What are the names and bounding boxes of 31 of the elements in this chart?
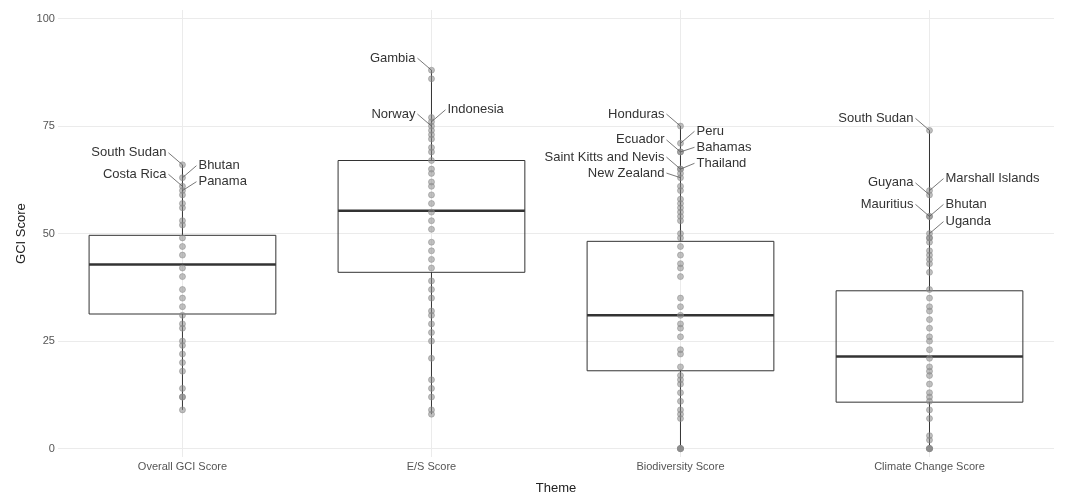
- annotation: Bahamas: [696, 138, 752, 154]
- x-tick-label: E/S Score: [406, 459, 457, 472]
- x-tick-label: Climate Change Score: [874, 459, 985, 472]
- y-tick-label: 0: [48, 441, 55, 454]
- y-tick-label: 50: [42, 226, 55, 239]
- annotation: New Zealand: [587, 164, 665, 180]
- annotation: Peru: [696, 122, 724, 138]
- y-axis-title: GCI Score: [13, 203, 29, 264]
- annotation: Panama: [198, 173, 248, 189]
- annotation: Gambia: [369, 49, 417, 65]
- annotation: Ecuador: [616, 131, 666, 147]
- annotation: Costa Rica: [102, 165, 168, 181]
- annotation: Uganda: [945, 213, 992, 229]
- annotation: Bhutan: [945, 195, 987, 211]
- annotation: Mauritius: [860, 195, 914, 211]
- annotation: Bhutan: [198, 157, 240, 173]
- y-tick-label: 75: [42, 119, 55, 132]
- annotation: Honduras: [608, 105, 665, 121]
- y-tick-label: 25: [42, 334, 55, 347]
- x-axis-title: Theme: [535, 479, 577, 495]
- x-tick-label: Biodiversity Score: [636, 459, 725, 472]
- y-tick-label: 100: [36, 11, 55, 24]
- annotation: South Sudan: [91, 144, 167, 160]
- annotation: Norway: [371, 105, 416, 121]
- annotation: South Sudan: [838, 109, 914, 125]
- x-tick-label: Overall GCI Score: [137, 459, 228, 472]
- annotation: Thailand: [696, 154, 747, 170]
- annotation: Saint Kitts and Nevis: [544, 148, 665, 164]
- annotation: Marshall Islands: [945, 170, 1040, 186]
- annotation: Indonesia: [447, 101, 505, 117]
- annotation: Guyana: [867, 174, 915, 190]
